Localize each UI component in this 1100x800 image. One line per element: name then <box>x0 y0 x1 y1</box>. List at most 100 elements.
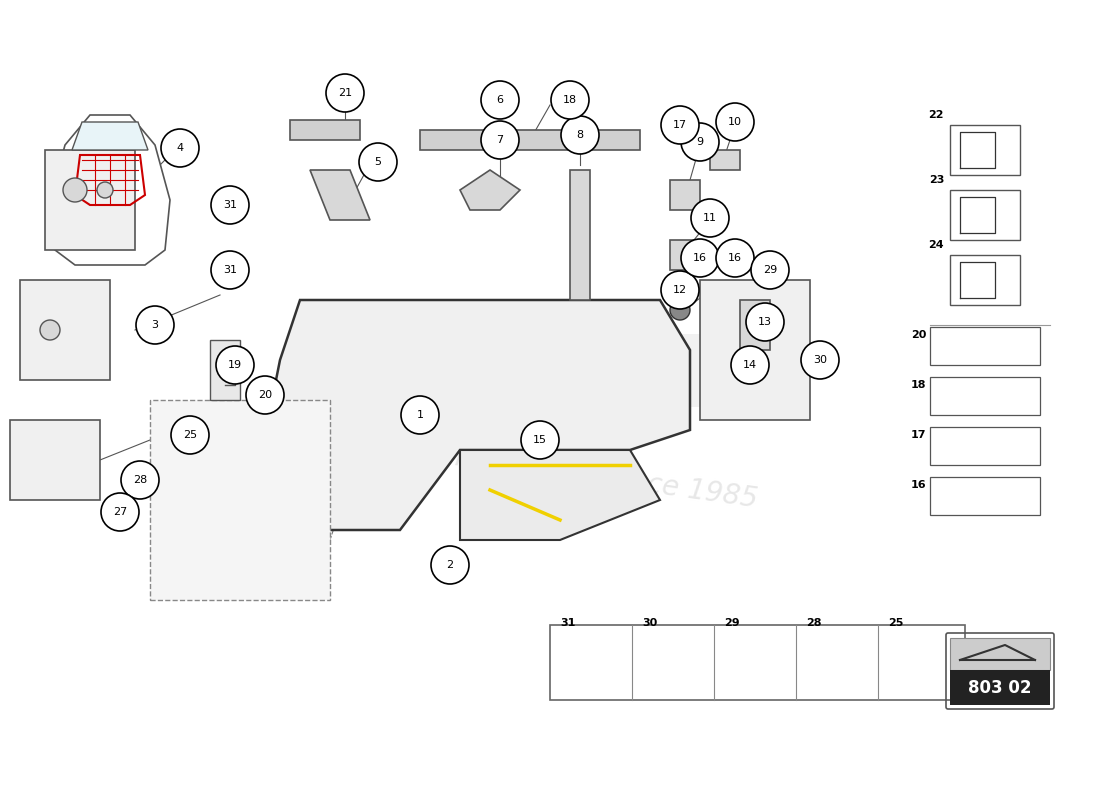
FancyBboxPatch shape <box>10 420 100 500</box>
Text: 17: 17 <box>673 120 688 130</box>
Circle shape <box>521 421 559 459</box>
Text: 3: 3 <box>152 320 158 330</box>
Circle shape <box>751 251 789 289</box>
Polygon shape <box>670 180 700 210</box>
Circle shape <box>431 546 469 584</box>
FancyBboxPatch shape <box>930 327 1040 365</box>
Text: 803 02: 803 02 <box>968 679 1032 697</box>
Circle shape <box>681 239 719 277</box>
Text: 25: 25 <box>888 618 903 628</box>
Circle shape <box>732 346 769 384</box>
Text: 16: 16 <box>693 253 707 263</box>
Text: 30: 30 <box>813 355 827 365</box>
Polygon shape <box>20 280 110 380</box>
Polygon shape <box>50 115 170 265</box>
FancyBboxPatch shape <box>950 255 1020 305</box>
Circle shape <box>326 74 364 112</box>
Text: 20: 20 <box>257 390 272 400</box>
Text: 22: 22 <box>928 110 944 120</box>
Text: 18: 18 <box>911 380 926 390</box>
Polygon shape <box>72 122 148 150</box>
Polygon shape <box>670 240 700 270</box>
Text: 31: 31 <box>223 200 236 210</box>
FancyBboxPatch shape <box>950 670 1050 705</box>
Polygon shape <box>260 300 690 530</box>
Text: 5: 5 <box>374 157 382 167</box>
Text: a passion for parts since 1985: a passion for parts since 1985 <box>340 427 760 513</box>
Text: 29: 29 <box>724 618 739 628</box>
Polygon shape <box>260 460 330 530</box>
Circle shape <box>716 239 754 277</box>
Text: 11: 11 <box>703 213 717 223</box>
Text: 28: 28 <box>133 475 147 485</box>
Circle shape <box>801 341 839 379</box>
Text: 6: 6 <box>496 95 504 105</box>
Polygon shape <box>710 150 740 170</box>
Text: 19: 19 <box>228 360 242 370</box>
Text: 4: 4 <box>176 143 184 153</box>
Text: 20: 20 <box>911 330 926 340</box>
FancyBboxPatch shape <box>550 625 965 700</box>
Circle shape <box>246 376 284 414</box>
Circle shape <box>161 129 199 167</box>
Text: 16: 16 <box>728 253 743 263</box>
FancyBboxPatch shape <box>950 638 1050 670</box>
Circle shape <box>561 116 600 154</box>
Polygon shape <box>210 340 240 400</box>
Circle shape <box>481 121 519 159</box>
FancyBboxPatch shape <box>930 427 1040 465</box>
Text: 31: 31 <box>223 265 236 275</box>
FancyBboxPatch shape <box>930 477 1040 515</box>
Circle shape <box>359 143 397 181</box>
Polygon shape <box>420 130 640 150</box>
Text: 10: 10 <box>728 117 743 127</box>
Polygon shape <box>45 150 135 250</box>
Text: 16: 16 <box>911 480 926 490</box>
Text: 27: 27 <box>113 507 128 517</box>
Text: 7: 7 <box>496 135 504 145</box>
Text: 28: 28 <box>806 618 822 628</box>
Text: EUROPES: EUROPES <box>287 331 813 429</box>
Circle shape <box>746 303 784 341</box>
Text: 13: 13 <box>758 317 772 327</box>
Text: 8: 8 <box>576 130 584 140</box>
Text: 24: 24 <box>928 240 944 250</box>
Circle shape <box>670 300 690 320</box>
Text: 18: 18 <box>563 95 578 105</box>
Circle shape <box>211 251 249 289</box>
Polygon shape <box>290 120 360 140</box>
Circle shape <box>63 178 87 202</box>
Text: 23: 23 <box>928 175 944 185</box>
Circle shape <box>101 493 139 531</box>
Circle shape <box>551 81 588 119</box>
Text: 12: 12 <box>673 285 688 295</box>
Circle shape <box>716 103 754 141</box>
Text: 31: 31 <box>560 618 575 628</box>
Text: 2: 2 <box>447 560 453 570</box>
FancyBboxPatch shape <box>930 377 1040 415</box>
Text: 14: 14 <box>742 360 757 370</box>
Polygon shape <box>700 280 810 420</box>
Circle shape <box>121 461 160 499</box>
Polygon shape <box>460 450 660 540</box>
FancyBboxPatch shape <box>950 190 1020 240</box>
Text: 9: 9 <box>696 137 704 147</box>
Circle shape <box>691 199 729 237</box>
Text: 25: 25 <box>183 430 197 440</box>
Circle shape <box>402 396 439 434</box>
FancyBboxPatch shape <box>150 400 330 600</box>
Text: 1: 1 <box>417 410 424 420</box>
Circle shape <box>661 271 698 309</box>
Text: 15: 15 <box>534 435 547 445</box>
Circle shape <box>211 186 249 224</box>
Text: 17: 17 <box>911 430 926 440</box>
Circle shape <box>216 346 254 384</box>
Circle shape <box>40 320 60 340</box>
FancyBboxPatch shape <box>950 125 1020 175</box>
Text: 21: 21 <box>338 88 352 98</box>
Text: 30: 30 <box>642 618 658 628</box>
Polygon shape <box>460 170 520 210</box>
Circle shape <box>170 416 209 454</box>
Circle shape <box>481 81 519 119</box>
Text: 29: 29 <box>763 265 777 275</box>
